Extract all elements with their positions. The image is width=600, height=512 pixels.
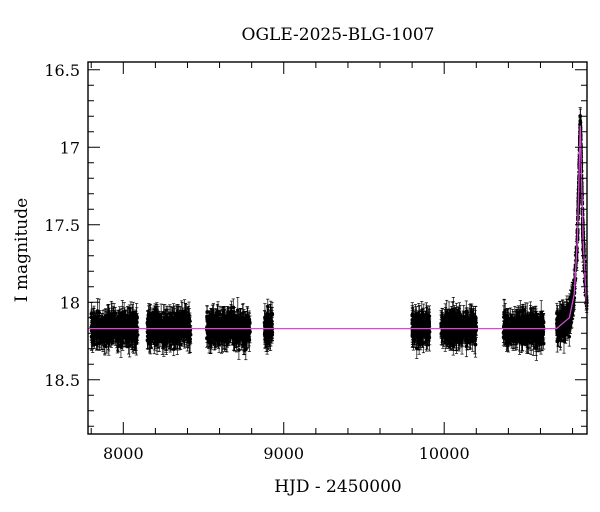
data-point <box>89 328 94 333</box>
data-point <box>118 334 123 338</box>
data-point <box>170 321 175 325</box>
data-point <box>162 323 166 328</box>
data-point <box>180 317 184 322</box>
data-point <box>95 320 99 325</box>
data-point <box>237 348 241 352</box>
data-point <box>116 318 120 323</box>
chart-title: OGLE-2025-BLG-1007 <box>242 25 435 45</box>
data-point <box>175 339 180 344</box>
data-point <box>101 337 105 342</box>
data-point <box>173 324 177 329</box>
data-point <box>167 324 172 328</box>
data-point <box>165 339 169 344</box>
data-point <box>90 340 95 345</box>
data-point <box>241 311 245 315</box>
data-point <box>95 328 100 333</box>
data-point <box>175 328 179 333</box>
data-point <box>178 323 182 328</box>
data-point <box>185 335 190 340</box>
data-point <box>186 322 190 327</box>
data-point <box>108 324 113 329</box>
data-point <box>104 335 109 339</box>
data-point <box>166 318 170 322</box>
data-point <box>157 339 162 344</box>
data-point <box>94 342 99 346</box>
data-point <box>164 328 169 333</box>
data-point <box>133 336 138 341</box>
data-point <box>104 316 109 321</box>
data-point <box>120 330 125 334</box>
data-point <box>113 329 117 333</box>
data-point <box>125 328 130 333</box>
data-point <box>152 311 157 316</box>
data-point <box>160 333 165 338</box>
data-point <box>227 334 232 339</box>
data-point <box>146 339 151 343</box>
data-point <box>147 317 151 321</box>
data-point <box>121 321 125 326</box>
data-point <box>168 312 172 316</box>
data-point <box>152 329 157 334</box>
data-point <box>169 339 174 343</box>
data-point <box>182 324 187 328</box>
data-point <box>110 332 115 337</box>
data-point <box>133 324 138 329</box>
observations-layer <box>89 107 589 361</box>
data-point <box>155 320 160 325</box>
data-point <box>129 334 134 339</box>
